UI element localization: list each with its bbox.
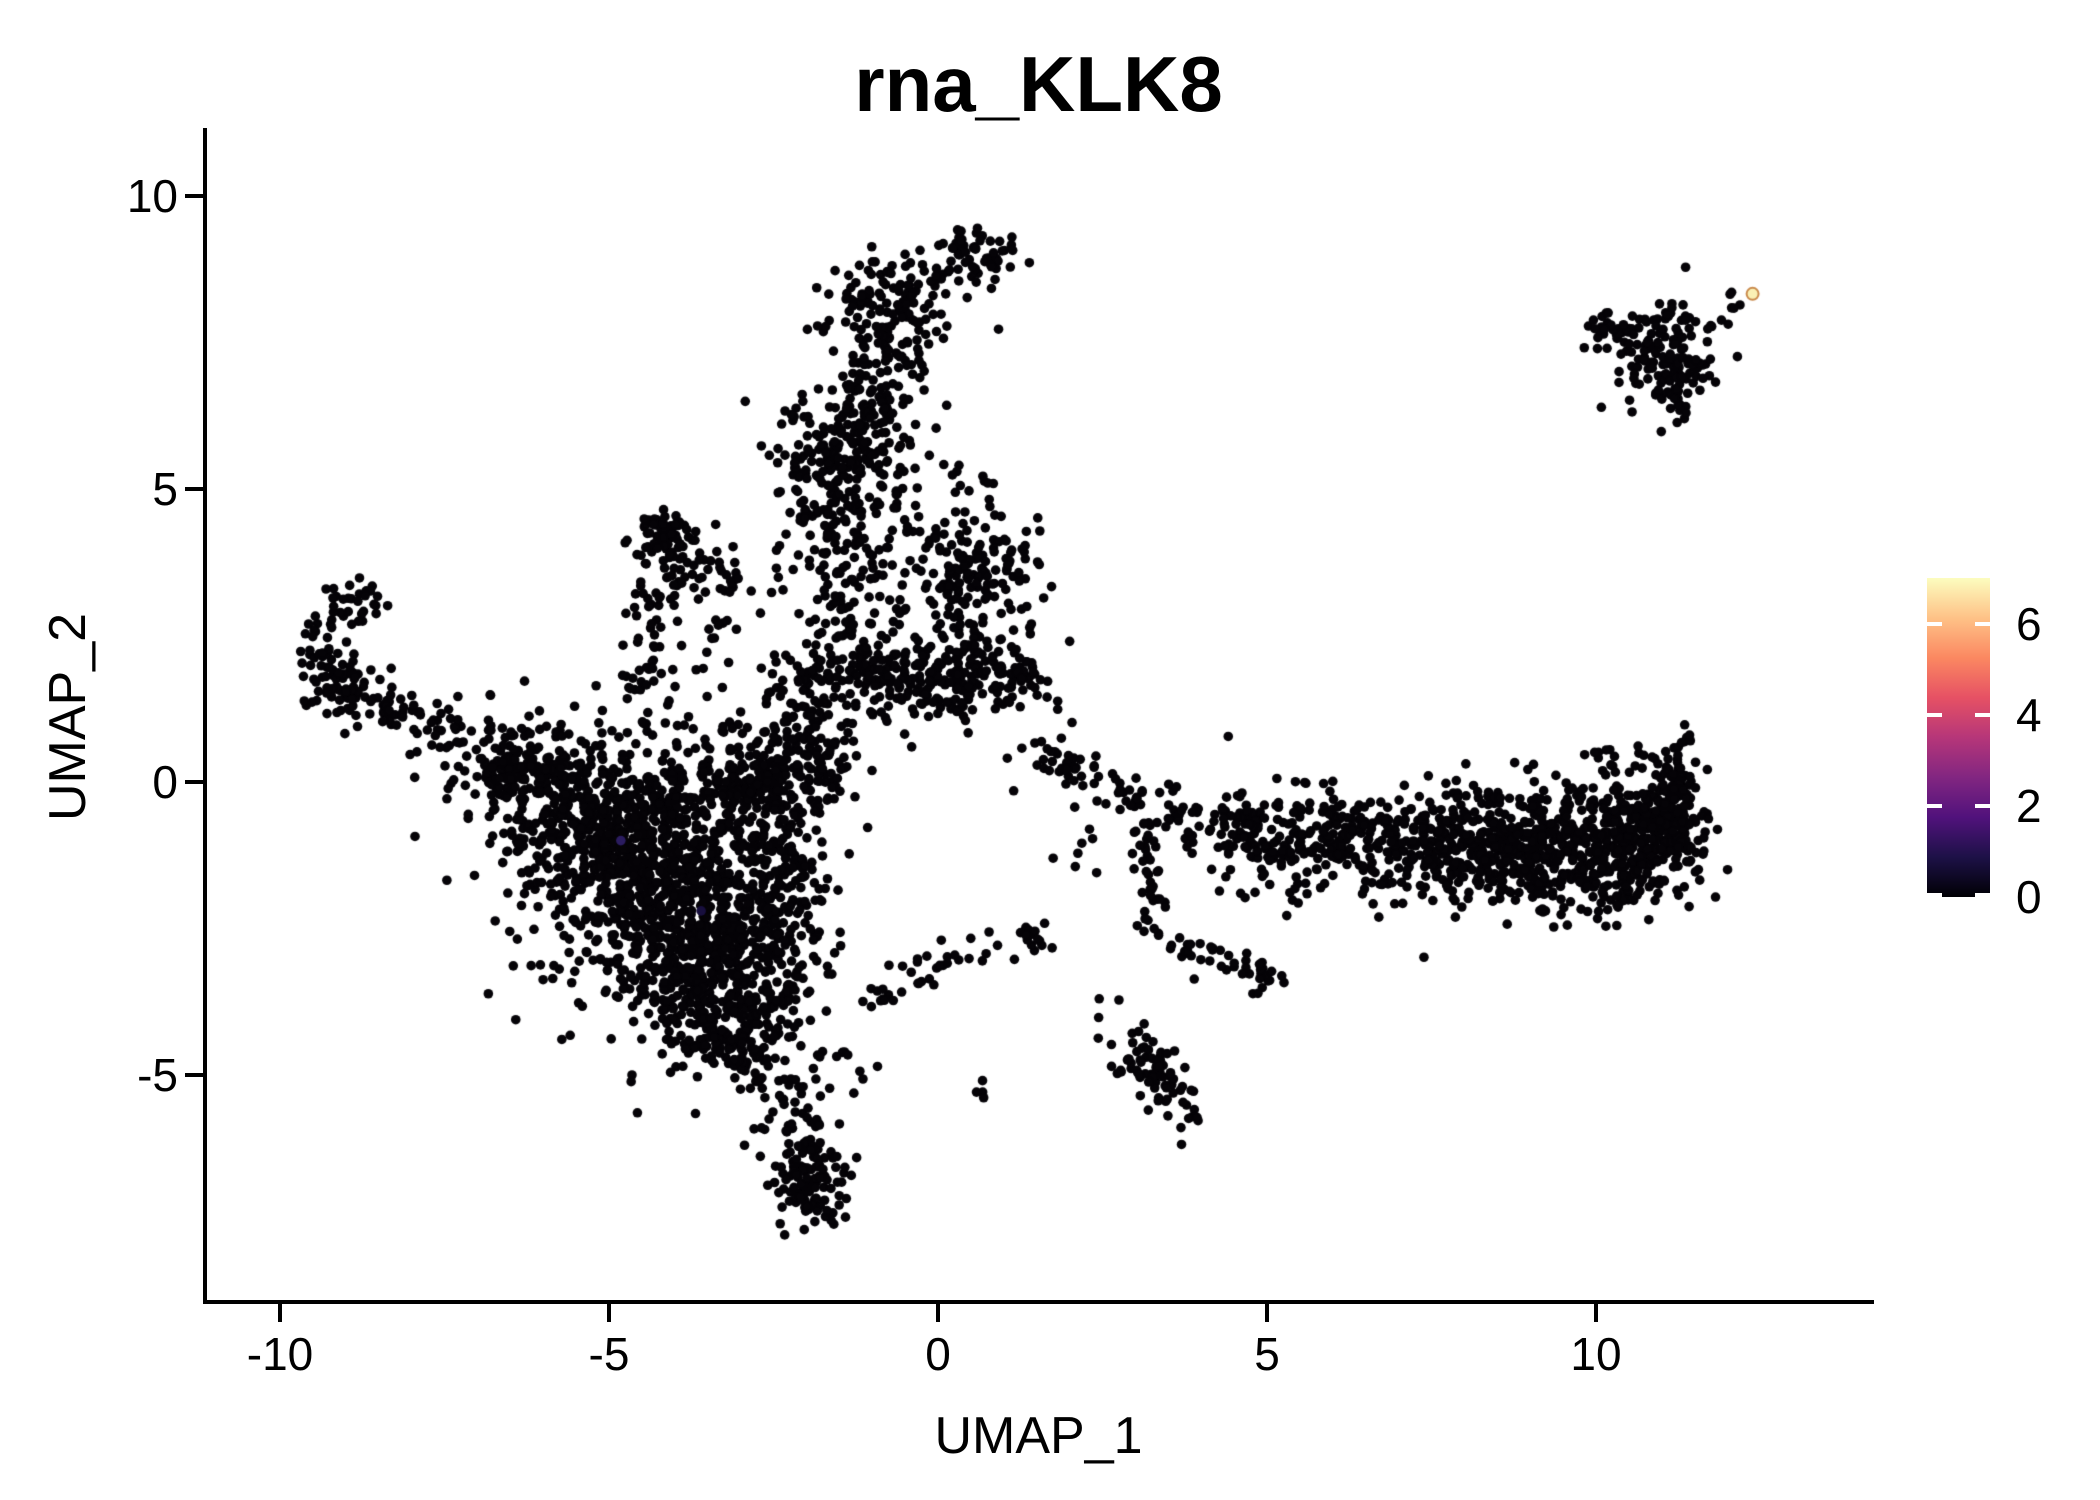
colorbar-tick	[1927, 712, 1942, 717]
y-tick	[185, 1073, 203, 1077]
x-tick-label: -10	[246, 1328, 314, 1380]
colorbar-tick	[1975, 893, 1990, 897]
x-tick-label: 10	[1570, 1328, 1622, 1380]
x-tick-label: 5	[1254, 1328, 1280, 1380]
x-tick	[278, 1304, 282, 1322]
y-tick-label: 10	[126, 170, 178, 222]
y-tick	[185, 487, 203, 491]
colorbar-tick	[1975, 621, 1990, 626]
x-tick-label: 0	[925, 1328, 951, 1380]
colorbar-tick	[1927, 893, 1942, 897]
y-axis-title: UMAP_2	[39, 612, 97, 822]
x-tick	[1594, 1304, 1598, 1322]
colorbar-tick	[1927, 803, 1942, 808]
plot-title: rna_KLK8	[854, 40, 1223, 128]
colorbar-tick-label: 2	[2016, 779, 2042, 832]
y-tick	[185, 194, 203, 198]
x-tick	[607, 1304, 611, 1322]
y-tick-label: 0	[152, 756, 178, 808]
colorbar-tick-label: 6	[2016, 597, 2042, 650]
colorbar-tick	[1927, 621, 1942, 626]
y-tick-label: -5	[137, 1049, 178, 1101]
colorbar-tick	[1975, 803, 1990, 808]
colorbar-tick-label: 0	[2016, 871, 2042, 923]
y-tick-label: 5	[152, 463, 178, 515]
x-axis-title: UMAP_1	[934, 1407, 1143, 1465]
colorbar-tick	[1975, 712, 1990, 717]
x-tick	[936, 1304, 940, 1322]
colorbar-gradient	[1927, 578, 1990, 897]
x-tick-label: -5	[588, 1328, 630, 1380]
x-axis-line	[203, 1300, 1874, 1304]
colorbar-tick-label: 4	[2016, 688, 2042, 741]
y-axis-line	[203, 128, 207, 1304]
y-tick	[185, 780, 203, 784]
x-tick	[1265, 1304, 1269, 1322]
